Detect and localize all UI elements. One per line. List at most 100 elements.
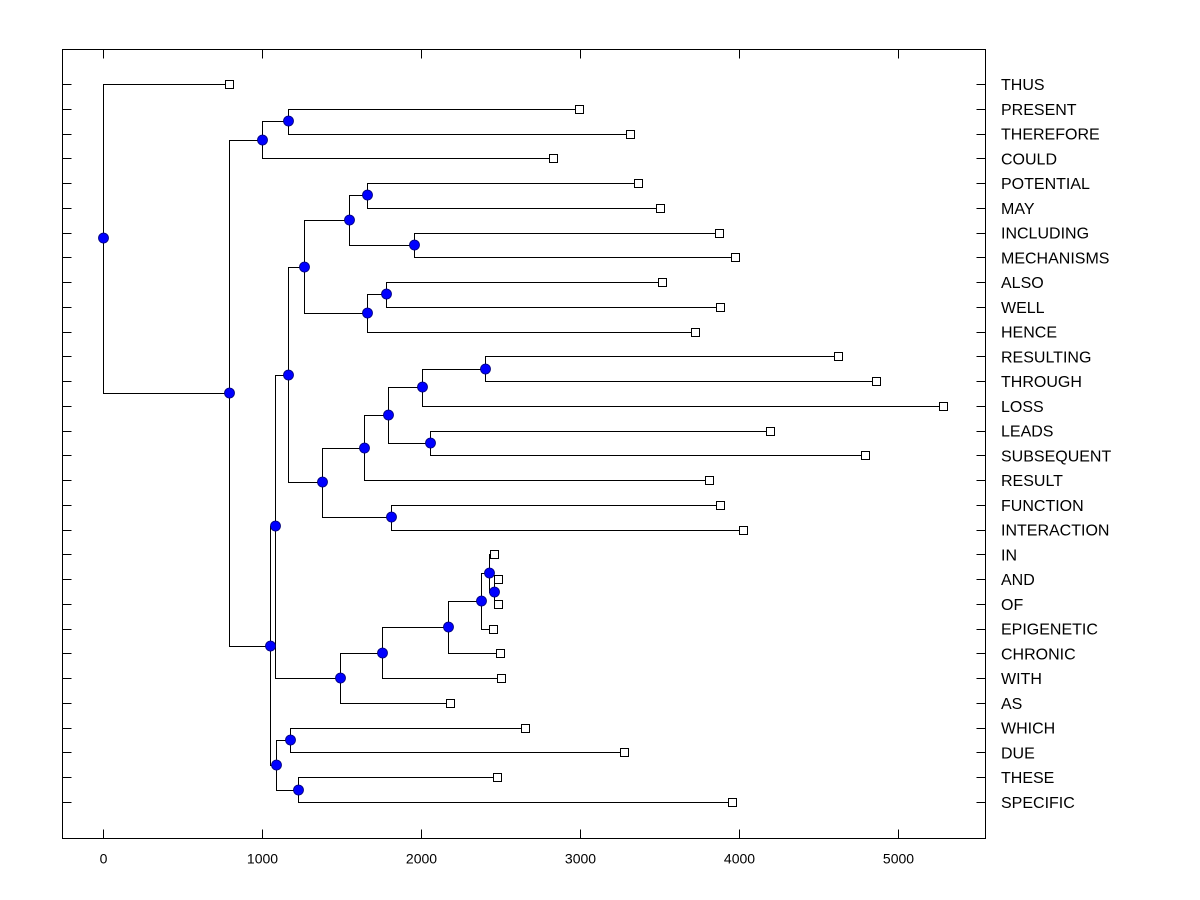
leaf-label-interaction: INTERACTION [1001,523,1109,540]
leaf-marker-specific [728,798,737,807]
branch-s-leads [430,431,770,443]
x-tick-label: 3000 [565,851,596,867]
node-t [480,363,491,375]
branch-r-loss [422,387,943,407]
x-tick-label: 4000 [724,851,755,867]
leaf-marker-and [494,575,503,584]
branch-p-function [391,505,720,517]
leaf-label-mechanisms: MECHANISMS [1001,250,1109,267]
leaf-marker-these [493,773,502,782]
leaf-marker-which [521,724,530,733]
branch-j-m [349,220,414,246]
x-axis: 0 1000 2000 3000 4000 5000 [100,49,914,867]
branch-b1-therefore [288,121,630,135]
branch-a-b [229,140,262,393]
node-l [362,189,373,201]
node-v [443,621,454,633]
leaf-marker-thus [225,80,234,89]
branch-z-due [290,740,624,753]
node-s [425,437,436,449]
branch-h-k [304,267,367,314]
leaf-marker-function [716,501,725,510]
leaf-marker-hence [691,328,700,337]
leaf-label-could: COULD [1001,151,1057,168]
leaf-label-due: DUE [1001,745,1035,762]
leaf-marker-potential [634,179,643,188]
node-k [362,307,373,319]
branch-u-with [382,653,501,679]
leaf-label-subsequent: SUBSEQUENT [1001,448,1111,465]
branch-k-hence [367,313,695,333]
branch-p-interaction [391,517,743,531]
branch-l-potential [367,183,638,195]
leaf-label-including: INCLUDING [1001,226,1089,243]
branch-q-r [388,387,422,415]
node-x [484,567,495,579]
branch-o-q [364,415,388,448]
leaf-labels: THUSPRESENTTHEREFORECOULDPOTENTIALMAYINC… [1001,77,1111,812]
branch-g-as [340,678,450,704]
node-c [265,640,276,652]
leaf-markers [225,80,948,807]
node-y [489,586,500,598]
node-g [335,672,346,684]
node-q [383,409,394,421]
leaf-marker-with [497,674,506,683]
node-root [98,232,109,244]
node-f [283,369,294,381]
branch-i-p [322,482,391,518]
branch-b1-present [288,109,579,121]
branch-m-mechanisms [414,245,735,258]
leaf-marker-as [446,699,455,708]
branch-d-g [275,526,340,679]
branch-e-aa [276,765,298,791]
node-j [344,214,355,226]
branch-n-also [386,282,662,294]
leaf-label-function: FUNCTION [1001,498,1084,515]
node-w [476,595,487,607]
leaf-label-leads: LEADS [1001,424,1053,441]
leaf-marker-subsequent [861,451,870,460]
branch-d-f [275,375,288,526]
branch-aa-these [298,777,497,790]
leaf-marker-may [656,204,665,213]
branch-q-s [388,415,430,444]
leaf-label-well: WELL [1001,300,1045,317]
node-e [271,759,282,771]
leaf-label-through: THROUGH [1001,374,1082,391]
branch-g-u [340,653,382,678]
leaf-label-in: IN [1001,547,1017,564]
node-r [417,381,428,393]
leaf-label-and: AND [1001,572,1035,589]
leaf-marker-of [494,600,503,609]
branch-h-j [304,220,349,267]
leaf-marker-interaction [739,526,748,535]
branch-u-v [382,627,448,653]
leaf-label-epigenetic: EPIGENETIC [1001,622,1098,639]
leaf-marker-could [549,154,558,163]
leaf-label-therefore: THEREFORE [1001,127,1100,144]
leaf-marker-mechanisms [731,253,740,262]
branch-z-which [290,728,525,740]
branch-v-w [448,601,481,627]
x-tick-label: 5000 [883,851,914,867]
leaf-marker-including [715,229,724,238]
leaf-label-specific: SPECIFIC [1001,795,1075,812]
branch-root-thus [103,84,229,238]
branch-f-h [288,267,304,375]
branch-root-a [103,238,229,394]
branch-m-including [414,233,719,245]
plot-frame [62,49,986,839]
leaf-marker-chronic [496,649,505,658]
branch-c-d [270,526,275,646]
leaf-marker-loss [939,402,948,411]
node-b [257,134,268,146]
leaf-marker-epigenetic [489,625,498,634]
branch-k-n [367,294,386,313]
leaf-marker-also [658,278,667,287]
leaf-label-as: AS [1001,696,1022,713]
node-aa [293,784,304,796]
branch-r-t [422,369,485,387]
node-a [224,387,235,399]
x-tick-label: 1000 [247,851,278,867]
